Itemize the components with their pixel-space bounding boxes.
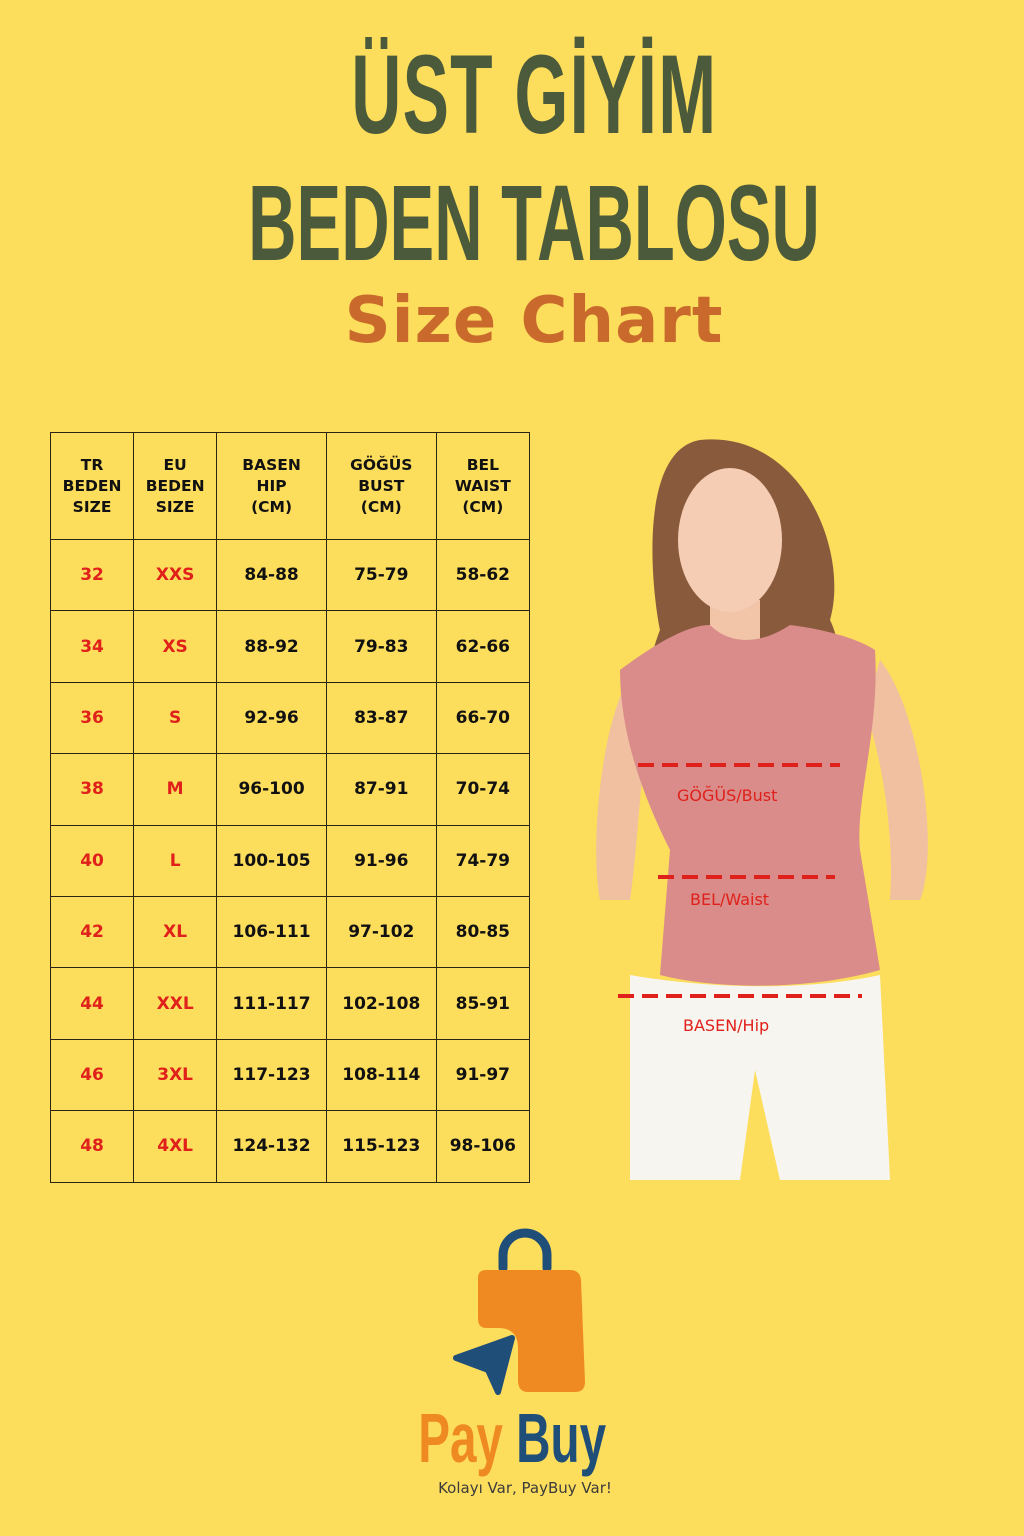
cell-tr-size: 34 xyxy=(49,610,135,683)
header-tr-size: TR BEDEN SIZE xyxy=(49,432,135,540)
cell-waist: 74-79 xyxy=(435,824,531,897)
cell-eu-size: XXL xyxy=(133,967,218,1040)
title-line-2: BEDEN TABLOSU xyxy=(248,162,820,283)
cell-waist: 85-91 xyxy=(435,967,531,1040)
brand-name: Pay Buy xyxy=(418,1399,606,1477)
cell-waist: 91-97 xyxy=(435,1038,531,1112)
size-table: TR BEDEN SIZE EU BEDEN SIZE BASEN HIP (CM)… xyxy=(49,432,531,1183)
header-bust: GÖĞÜS BUST (CM) xyxy=(325,432,437,540)
header-eu-size: EU BEDEN SIZE xyxy=(133,432,218,540)
table-row: 34 XS 88-92 79-83 62-66 xyxy=(49,610,531,683)
shopping-bag-cursor-icon xyxy=(420,1220,640,1420)
model-image: GÖĞÜS/Bust BEL/Waist BASEN/Hip xyxy=(580,430,960,1190)
cell-hip: 84-88 xyxy=(216,538,327,612)
bust-label: GÖĞÜS/Bust xyxy=(677,786,778,805)
cell-bust: 91-96 xyxy=(325,824,437,897)
table-row: 38 M 96-100 87-91 70-74 xyxy=(49,753,531,826)
header-hip: BASEN HIP (CM) xyxy=(216,432,327,540)
table-row: 36 S 92-96 83-87 66-70 xyxy=(49,681,531,755)
cell-bust: 83-87 xyxy=(325,681,437,755)
table-row: 48 4XL 124-132 115-123 98-106 xyxy=(49,1110,531,1183)
header-waist: BEL WAIST (CM) xyxy=(435,432,531,540)
cell-waist: 62-66 xyxy=(435,610,531,683)
cell-tr-size: 40 xyxy=(49,824,135,897)
cell-bust: 108-114 xyxy=(325,1038,437,1112)
cell-bust: 97-102 xyxy=(325,895,437,969)
cell-waist: 98-106 xyxy=(435,1110,531,1183)
table-row: 32 XXS 84-88 75-79 58-62 xyxy=(49,538,531,612)
cell-hip: 96-100 xyxy=(216,753,327,826)
cell-bust: 75-79 xyxy=(325,538,437,612)
table-row: 42 XL 106-111 97-102 80-85 xyxy=(49,895,531,969)
brand-tagline: Kolayı Var, PayBuy Var! xyxy=(438,1479,612,1497)
title-line-1: ÜST GİYİM xyxy=(350,32,718,157)
cell-eu-size: L xyxy=(133,824,218,897)
cell-waist: 80-85 xyxy=(435,895,531,969)
cell-waist: 66-70 xyxy=(435,681,531,755)
cell-tr-size: 44 xyxy=(49,967,135,1040)
cell-waist: 70-74 xyxy=(435,753,531,826)
cell-tr-size: 36 xyxy=(49,681,135,755)
subtitle: Size Chart xyxy=(344,284,724,358)
cell-eu-size: XXS xyxy=(133,538,218,612)
cell-eu-size: S xyxy=(133,681,218,755)
cell-waist: 58-62 xyxy=(435,538,531,612)
cell-eu-size: M xyxy=(133,753,218,826)
hip-label: BASEN/Hip xyxy=(683,1016,770,1035)
cell-eu-size: 3XL xyxy=(133,1038,218,1112)
cell-bust: 79-83 xyxy=(325,610,437,683)
cell-tr-size: 32 xyxy=(49,538,135,612)
table-row: 46 3XL 117-123 108-114 91-97 xyxy=(49,1038,531,1112)
cell-eu-size: XS xyxy=(133,610,218,683)
cell-hip: 106-111 xyxy=(216,895,327,969)
cell-hip: 100-105 xyxy=(216,824,327,897)
cell-tr-size: 46 xyxy=(49,1038,135,1112)
cell-hip: 92-96 xyxy=(216,681,327,755)
cell-bust: 115-123 xyxy=(325,1110,437,1183)
cell-hip: 117-123 xyxy=(216,1038,327,1112)
cell-eu-size: XL xyxy=(133,895,218,969)
table-row: 44 XXL 111-117 102-108 85-91 xyxy=(49,967,531,1040)
cell-hip: 111-117 xyxy=(216,967,327,1040)
table-row: 40 L 100-105 91-96 74-79 xyxy=(49,824,531,897)
cell-hip: 124-132 xyxy=(216,1110,327,1183)
waist-label: BEL/Waist xyxy=(690,890,770,909)
cell-tr-size: 42 xyxy=(49,895,135,969)
cell-tr-size: 48 xyxy=(49,1110,135,1183)
cell-bust: 102-108 xyxy=(325,967,437,1040)
cell-bust: 87-91 xyxy=(325,753,437,826)
cell-hip: 88-92 xyxy=(216,610,327,683)
cell-eu-size: 4XL xyxy=(133,1110,218,1183)
cell-tr-size: 38 xyxy=(49,753,135,826)
